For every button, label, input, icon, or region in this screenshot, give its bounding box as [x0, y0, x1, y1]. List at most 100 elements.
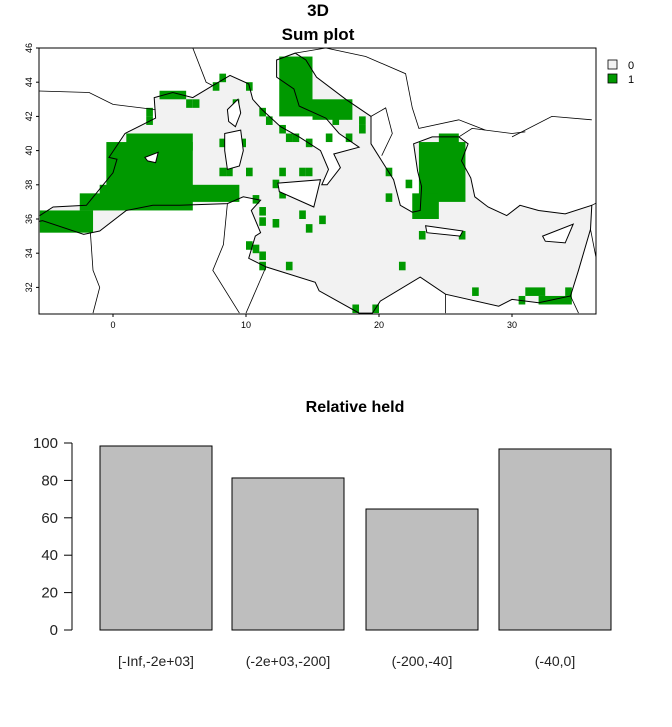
cell-value-1	[565, 287, 572, 296]
map-legend: 01	[607, 59, 634, 86]
island-sicily	[277, 179, 322, 208]
y-tick-label: 0	[50, 622, 58, 639]
cell-value-1	[292, 133, 300, 143]
y-tick-label: 42	[24, 111, 34, 121]
y-tick-label: 44	[24, 77, 34, 87]
cell-value-1	[259, 217, 266, 226]
relative-held-bar-chart: 0 20 40 60 80 100 [-Inf,-2e+03] (-2e+03,-200] (-…	[33, 435, 612, 669]
y-tick-label: 38	[24, 180, 34, 190]
island-corsica	[226, 98, 242, 128]
cell-value-1	[398, 261, 406, 271]
y-tick-label: 46	[24, 43, 34, 53]
map-frame	[38, 47, 597, 315]
bar-title: Relative held	[306, 399, 405, 416]
cell-value-1	[359, 124, 366, 134]
figure-title: 3D	[307, 1, 329, 20]
x-tick-label: 10	[241, 320, 251, 330]
cell-value-1	[299, 210, 306, 219]
cell-value-1	[305, 224, 313, 233]
legend-swatch	[607, 59, 618, 70]
sum-plot-map: 0 10 20 30 32 34 36 38 40 42 44 46	[24, 43, 597, 330]
cell-value-1	[146, 107, 153, 117]
category-label: [-Inf,-2e+03]	[118, 653, 194, 669]
cell-value-1	[186, 99, 193, 108]
country-border	[39, 90, 156, 110]
cell-value-1	[272, 219, 280, 228]
cell-value-1	[259, 107, 266, 117]
cell-region-value-1	[39, 210, 94, 233]
y-tick-label: 60	[41, 510, 58, 527]
cell-region-value-1	[126, 133, 193, 151]
country-border	[295, 48, 486, 131]
map-title: Sum plot	[282, 25, 355, 44]
island-cyprus	[541, 223, 575, 244]
country-border	[570, 295, 579, 314]
cell-value-1	[259, 261, 266, 271]
cell-region-value-1	[312, 99, 353, 120]
cell-value-1	[212, 82, 220, 91]
cell-value-1	[259, 207, 266, 216]
cell-value-1	[472, 287, 479, 296]
island-sardinia	[224, 129, 244, 171]
country-border	[590, 229, 596, 260]
country-border	[192, 48, 213, 86]
country-border	[458, 127, 526, 138]
x-tick-label: 20	[374, 320, 384, 330]
cell-value-1	[265, 116, 273, 125]
cell-value-1	[305, 167, 313, 177]
cell-region-value-1	[159, 90, 187, 100]
country-border	[511, 115, 592, 138]
cell-region-value-1	[438, 133, 459, 151]
cell-value-1	[279, 124, 286, 134]
x-tick-label: 0	[110, 320, 115, 330]
cell-value-1	[299, 167, 306, 177]
cell-region-value-1	[292, 65, 313, 91]
island-mallorca	[144, 151, 159, 164]
cell-value-1	[352, 304, 360, 314]
cell-value-1	[319, 215, 326, 225]
cell-value-1	[226, 167, 233, 177]
cell-value-1	[246, 241, 253, 250]
cell-value-1	[192, 99, 200, 108]
country-border	[245, 266, 267, 314]
country-border	[370, 107, 393, 156]
cell-value-1	[279, 167, 286, 177]
legend-label: 0	[628, 60, 634, 72]
y-tick-label: 36	[24, 214, 34, 224]
cell-value-1	[418, 230, 426, 240]
category-label: (-40,0]	[535, 653, 575, 669]
y-tick-label: 40	[24, 146, 34, 156]
cell-region-value-1	[525, 287, 546, 296]
cell-value-1	[219, 138, 227, 148]
country-border	[90, 232, 101, 314]
category-label: (-2e+03,-200]	[246, 653, 330, 669]
y-tick-label: 32	[24, 282, 34, 292]
cell-value-1	[285, 261, 293, 271]
bar	[498, 448, 612, 631]
cell-value-1	[219, 73, 227, 83]
cell-value-1	[246, 167, 253, 177]
category-label: (-200,-40]	[392, 653, 453, 669]
cell-region-value-1	[412, 193, 439, 219]
x-tick-label: 30	[507, 320, 517, 330]
cell-value-1	[345, 133, 353, 143]
country-border	[212, 203, 240, 314]
country-border	[591, 202, 596, 206]
cell-value-1	[259, 251, 266, 261]
island-crete	[424, 225, 464, 237]
y-tick-label: 34	[24, 248, 34, 258]
cell-value-1	[359, 116, 366, 125]
cell-region-value-1	[418, 142, 466, 202]
map-layers	[39, 48, 596, 314]
cell-region-value-1	[538, 295, 572, 305]
y-tick-label: 40	[41, 547, 58, 564]
y-tick-label: 80	[41, 472, 58, 489]
cell-value-1	[332, 116, 340, 125]
bar	[365, 508, 479, 631]
cell-value-1	[325, 133, 333, 143]
cell-value-1	[385, 193, 393, 202]
cell-value-1	[252, 244, 260, 254]
legend-swatch	[607, 73, 618, 84]
cell-value-1	[405, 179, 413, 189]
cell-value-1	[272, 179, 280, 189]
